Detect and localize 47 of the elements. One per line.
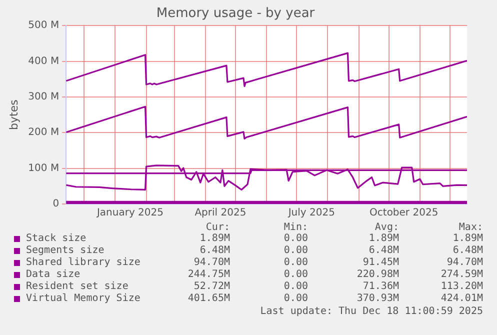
text: 1.89M [452,233,483,245]
text: 6.48M [368,245,399,257]
legend-label: Shared library size [26,257,140,269]
text: 0.00 [284,257,308,269]
text: 6.48M [200,245,230,257]
text: Max: [458,222,483,234]
text: 94.70M [194,257,230,269]
text: 52.72M [194,281,230,293]
text: 0.00 [284,269,308,281]
text: 1.89M [200,233,230,245]
x-tick-label: October 2025 [370,208,438,219]
text: 113.20M [440,281,483,293]
text: Cur: [206,222,230,234]
text: 220.98M [356,269,399,281]
text: 94.70M [446,257,483,269]
y-tick-label: 0 [52,198,60,210]
text: 6.48M [452,245,483,257]
y-tick-label: 200 M [28,127,60,138]
text: 71.36M [362,281,399,293]
legend-label: Resident set size [26,281,128,293]
y-tick-label: 100 M [28,162,60,174]
text: 274.59M [440,269,483,281]
chart-title: Memory usage - by year [156,6,316,22]
x-tick-label: January 2025 [96,208,164,219]
text: 244.75M [188,269,230,281]
y-axis-title: bytes [7,99,20,130]
text: 0.00 [284,281,308,293]
text: Avg: [374,222,399,234]
text: 1.89M [368,233,399,245]
text: Min: [284,222,308,234]
legend-label: Virtual Memory Size [26,293,140,305]
y-tick-label: 300 M [28,92,60,103]
legend-label: Stack size [26,233,86,245]
x-tick-label: April 2025 [194,208,246,219]
text: 0.00 [284,245,308,257]
y-tick-label: 500 M [28,20,60,32]
text: 401.65M [188,293,230,305]
text: 424.01M [440,293,483,305]
text: 0.00 [284,233,308,245]
legend-label: Data size [26,269,80,281]
y-tick-label: 400 M [28,56,60,67]
text: 91.45M [362,257,399,269]
legend-label: Segments size [26,245,104,257]
x-tick-label: July 2025 [287,208,335,219]
text: 370.93M [356,293,399,305]
text: 0.00 [284,293,308,305]
text: Last update: Thu Dec 18 11:00:59 2025 [260,306,483,318]
